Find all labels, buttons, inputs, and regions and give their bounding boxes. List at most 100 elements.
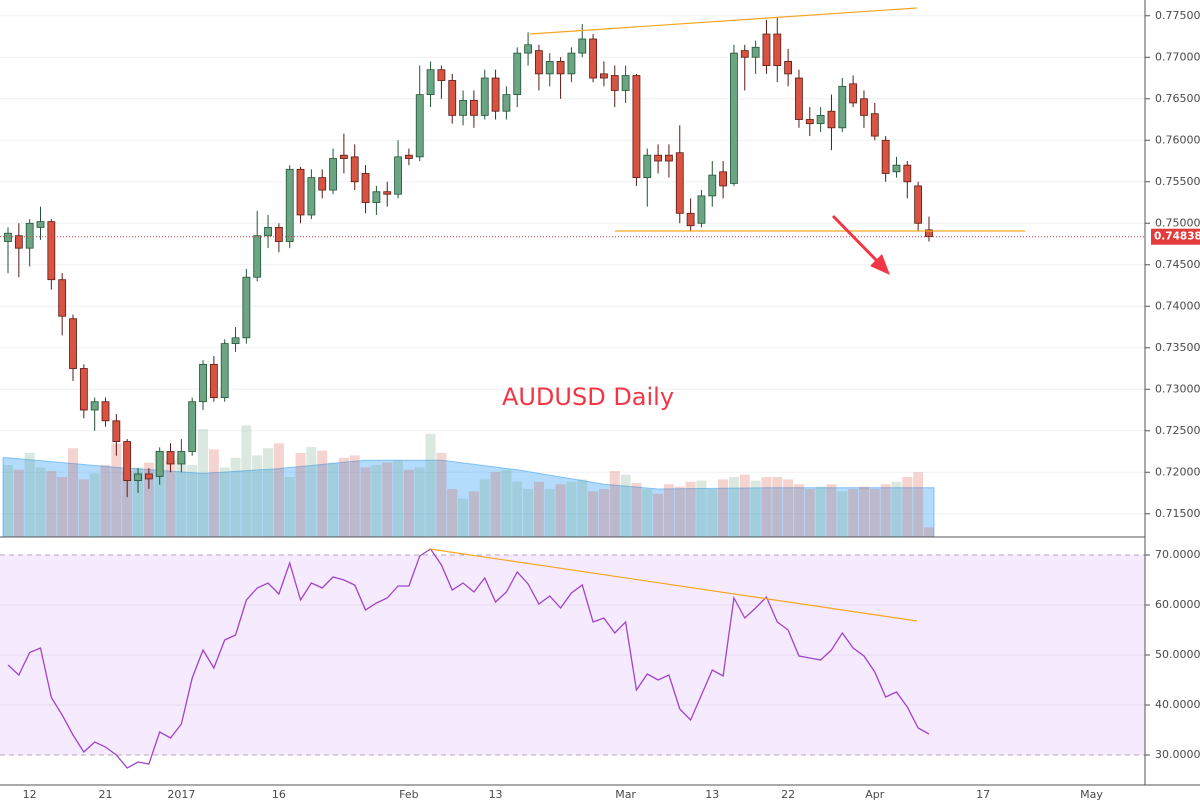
- volume-bar: [858, 486, 869, 537]
- volume-bar: [24, 453, 35, 537]
- volume-bar: [848, 489, 859, 537]
- volume-bar: [295, 453, 306, 537]
- volume-bar: [891, 481, 902, 537]
- volume-bar: [826, 484, 837, 537]
- candle-body: [838, 85, 847, 129]
- candle-body: [545, 61, 554, 75]
- volume-bar: [783, 479, 794, 537]
- y-tick-label: 0.72500: [1155, 424, 1200, 437]
- volume-bar: [68, 448, 79, 537]
- candle-body: [220, 343, 229, 398]
- volume-bar: [544, 489, 555, 537]
- volume-bar: [718, 479, 729, 537]
- candle-body: [90, 401, 99, 411]
- last-price-label: 0.74838: [1154, 231, 1200, 243]
- volume-bar: [750, 480, 761, 537]
- candle-body: [751, 46, 760, 58]
- volume-bar: [588, 491, 599, 537]
- candle-body: [459, 100, 467, 116]
- candle-body: [621, 75, 630, 91]
- candle-body: [448, 80, 457, 116]
- volume-bar: [609, 471, 620, 537]
- candle-body: [632, 75, 641, 179]
- candle-body: [264, 227, 272, 237]
- candle-body: [329, 158, 337, 191]
- volume-bar: [165, 460, 176, 537]
- y-tick-label: 0.74000: [1155, 299, 1200, 312]
- volume-bar: [837, 491, 848, 537]
- volume-bar: [143, 462, 154, 537]
- candle-body: [881, 139, 890, 174]
- x-tick-label: 22: [781, 788, 795, 801]
- volume-bar: [338, 457, 349, 537]
- candle-body: [524, 44, 532, 54]
- volume: [2, 425, 935, 538]
- candle-body: [318, 177, 327, 191]
- volume-bar: [739, 474, 750, 537]
- y-tick-label: 0.76000: [1155, 133, 1200, 146]
- volume-bar: [328, 462, 339, 537]
- volume-bar: [869, 489, 880, 537]
- candle-body: [383, 191, 392, 195]
- volume-bar: [728, 477, 739, 537]
- volume-bar: [523, 489, 534, 537]
- volume-bar: [349, 455, 360, 537]
- candles: [0, 17, 1145, 498]
- volume-bar: [57, 477, 68, 537]
- volume-bar: [100, 465, 111, 537]
- candle-body: [914, 185, 923, 224]
- volume-bar: [501, 469, 512, 537]
- candle-body: [339, 154, 348, 159]
- volume-bar: [187, 465, 198, 537]
- volume-bar: [133, 467, 144, 537]
- y-tick-label: 0.72000: [1155, 465, 1200, 478]
- candle-body: [675, 152, 684, 214]
- candle-body: [827, 110, 836, 129]
- candle-body: [491, 77, 500, 112]
- volume-bar: [3, 465, 13, 537]
- arrow: [831, 214, 890, 275]
- annotation: AUDUSD Daily: [502, 383, 674, 411]
- volume-bar: [436, 453, 447, 537]
- candle-body: [177, 451, 186, 465]
- candle-body: [404, 154, 413, 159]
- volume-bar: [468, 491, 479, 537]
- volume-bar: [663, 484, 674, 537]
- last-price-box: [1151, 228, 1200, 245]
- candle-body: [4, 232, 12, 242]
- candle-body: [502, 94, 511, 112]
- candle-body: [654, 154, 662, 162]
- candle-body: [762, 33, 771, 66]
- candle-body: [740, 50, 749, 58]
- volume-bar: [447, 489, 458, 537]
- candle-body: [307, 177, 316, 216]
- volume-bar: [198, 429, 209, 537]
- candle-body: [285, 168, 294, 242]
- candle-body: [686, 212, 695, 227]
- candle-body: [903, 164, 912, 183]
- candle-body: [350, 156, 359, 183]
- volume-bar: [598, 489, 609, 537]
- x-tick-label: Feb: [399, 788, 418, 801]
- candle-body: [697, 195, 706, 224]
- candle-body: [144, 473, 153, 480]
- volume-bar: [382, 462, 393, 537]
- candle-body: [795, 77, 803, 120]
- candle-body: [372, 191, 381, 203]
- arrow-head: [870, 254, 890, 275]
- candle-body: [860, 98, 868, 116]
- volume-bar: [111, 443, 122, 537]
- volume-bar: [425, 433, 436, 537]
- rsi-line: [7, 548, 930, 769]
- candle-body: [513, 52, 522, 96]
- candle-body: [79, 368, 88, 411]
- volume-bar: [674, 486, 685, 537]
- y-tick-label: 0.76500: [1155, 92, 1200, 105]
- candle-body: [925, 229, 933, 237]
- volume-bar: [761, 477, 772, 537]
- volume-bar: [696, 480, 707, 537]
- volume-bar: [360, 467, 371, 537]
- candle-body: [166, 451, 175, 465]
